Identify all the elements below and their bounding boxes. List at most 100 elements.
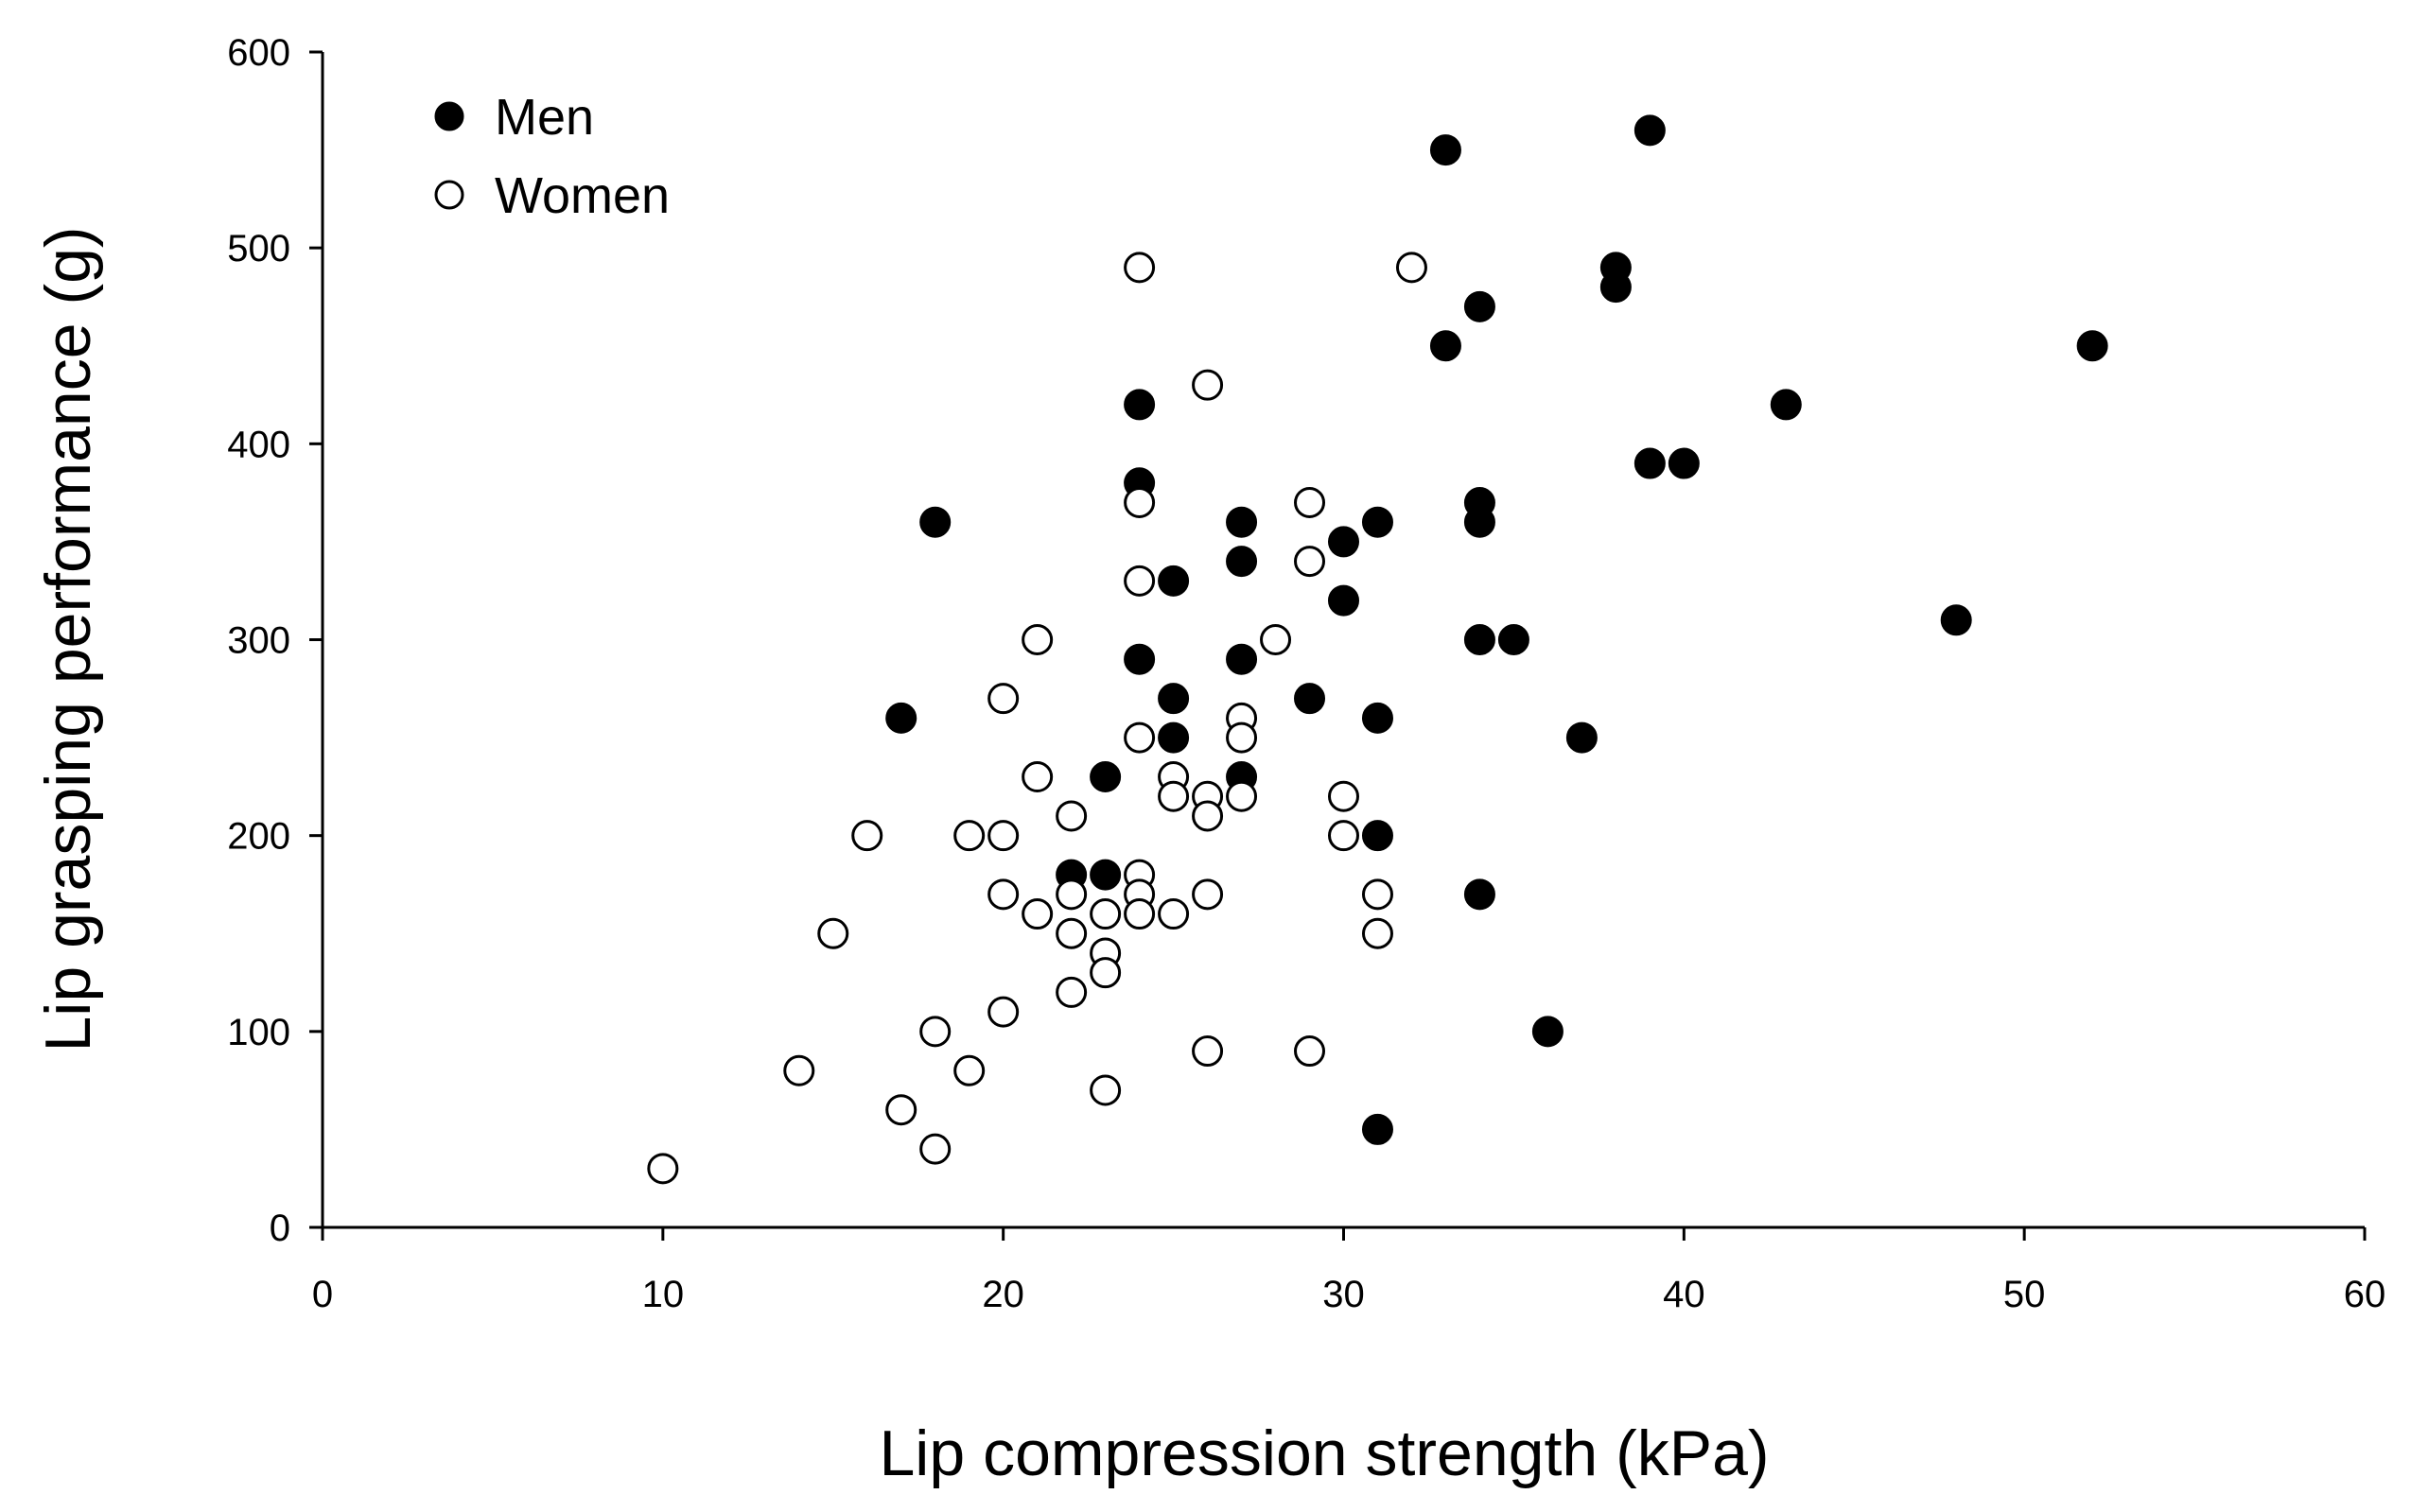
women-data-point xyxy=(1022,624,1054,655)
women-data-point xyxy=(1226,780,1258,812)
men-data-point xyxy=(1497,624,1529,655)
women-data-point xyxy=(1361,917,1393,949)
women-data-point xyxy=(1090,898,1122,930)
men-data-point xyxy=(885,702,917,734)
women-data-point xyxy=(1192,369,1224,401)
men-data-point xyxy=(2076,330,2108,362)
women-data-point xyxy=(1090,1074,1122,1106)
men-data-point xyxy=(1565,721,1598,754)
women-data-point xyxy=(1192,800,1224,832)
men-data-point xyxy=(1328,584,1359,617)
women-data-point xyxy=(1192,1035,1224,1068)
y-axis-title: Lip grasping performance (g) xyxy=(32,226,104,1051)
women-data-point xyxy=(1226,721,1258,754)
women-data-point xyxy=(1395,252,1427,284)
men-data-point xyxy=(1531,1016,1564,1048)
men-data-point xyxy=(1361,820,1393,852)
women-data-point xyxy=(1090,957,1122,989)
y-tick-label: 600 xyxy=(227,32,290,74)
legend-label-women: Women xyxy=(495,167,670,224)
men-data-point xyxy=(1294,683,1326,715)
men-data-point xyxy=(1463,290,1495,322)
men-data-point xyxy=(1090,859,1122,891)
women-data-point xyxy=(851,820,883,852)
women-data-point xyxy=(987,820,1020,852)
women-data-point xyxy=(1124,486,1156,518)
axes xyxy=(321,52,2365,1229)
women-data-point xyxy=(987,878,1020,911)
men-data-point xyxy=(1124,643,1156,675)
men-data-point xyxy=(1361,506,1393,538)
legend-label-men: Men xyxy=(495,89,594,146)
men-data-point xyxy=(1634,447,1666,479)
women-data-point xyxy=(647,1153,679,1185)
women-data-point xyxy=(1192,878,1224,911)
men-data-point xyxy=(1770,389,1802,421)
men-data-point xyxy=(1226,643,1258,675)
men-data-point xyxy=(1226,546,1258,578)
women-data-point xyxy=(1328,820,1359,852)
women-data-point xyxy=(885,1094,917,1126)
men-data-point xyxy=(1158,683,1190,715)
women-data-point xyxy=(953,1054,986,1086)
men-data-point xyxy=(1668,447,1700,479)
men-data-point xyxy=(919,506,952,538)
women-data-point xyxy=(1022,761,1054,793)
women-data-point xyxy=(1158,898,1190,930)
women-data-point xyxy=(953,820,986,852)
x-tick-label: 60 xyxy=(2344,1274,2386,1315)
y-tick-label: 0 xyxy=(270,1208,290,1249)
women-data-point xyxy=(1294,546,1326,578)
women-data-point xyxy=(987,683,1020,715)
men-data-point xyxy=(1940,604,1972,636)
women-data-point xyxy=(1056,917,1088,949)
x-tick-label: 30 xyxy=(1322,1274,1365,1315)
women-data-point xyxy=(1328,780,1359,812)
women-data-point xyxy=(1158,780,1190,812)
women-data-point xyxy=(817,917,849,949)
men-data-point xyxy=(1158,721,1190,754)
legend: Men Women xyxy=(434,89,670,224)
x-tick-label: 40 xyxy=(1663,1274,1705,1315)
women-data-point xyxy=(1056,800,1088,832)
ticks: 0 100 200 300 400 500 600 0 10 20 30 40 50 60 xyxy=(227,32,2385,1315)
x-tick-label: 50 xyxy=(2003,1274,2046,1315)
men-data-point xyxy=(1463,506,1495,538)
y-tick-label: 300 xyxy=(227,620,290,662)
women-data-point xyxy=(1260,624,1292,655)
x-axis-title: Lip compression strength (kPa) xyxy=(879,1417,1769,1489)
women-data-point xyxy=(919,1133,952,1165)
women-data-point xyxy=(1294,1035,1326,1068)
women-data-point xyxy=(1124,721,1156,754)
men-data-point xyxy=(1124,389,1156,421)
data-points xyxy=(647,114,2108,1185)
women-data-point xyxy=(1361,878,1393,911)
y-tick-label: 400 xyxy=(227,424,290,465)
women-data-point xyxy=(987,996,1020,1028)
men-data-point xyxy=(1361,702,1393,734)
men-data-point xyxy=(1328,526,1359,558)
x-tick-label: 20 xyxy=(982,1274,1024,1315)
y-tick-label: 100 xyxy=(227,1012,290,1053)
y-tick-label: 200 xyxy=(227,816,290,858)
men-data-point xyxy=(1158,565,1190,597)
men-data-point xyxy=(1361,1113,1393,1145)
women-data-point xyxy=(1022,898,1054,930)
women-data-point xyxy=(1124,898,1156,930)
women-data-point xyxy=(1124,565,1156,597)
x-tick-label: 10 xyxy=(642,1274,685,1315)
men-data-point xyxy=(1429,330,1461,362)
men-data-point xyxy=(1599,271,1632,304)
y-tick-label: 500 xyxy=(227,228,290,269)
legend-marker-women xyxy=(434,180,464,210)
men-data-point xyxy=(1226,506,1258,538)
men-data-point xyxy=(1463,624,1495,655)
men-data-point xyxy=(1090,761,1122,793)
x-tick-label: 0 xyxy=(312,1274,333,1315)
legend-marker-men xyxy=(434,101,464,131)
women-data-point xyxy=(1294,486,1326,518)
women-data-point xyxy=(783,1054,815,1086)
women-data-point xyxy=(1056,976,1088,1008)
women-data-point xyxy=(919,1016,952,1048)
